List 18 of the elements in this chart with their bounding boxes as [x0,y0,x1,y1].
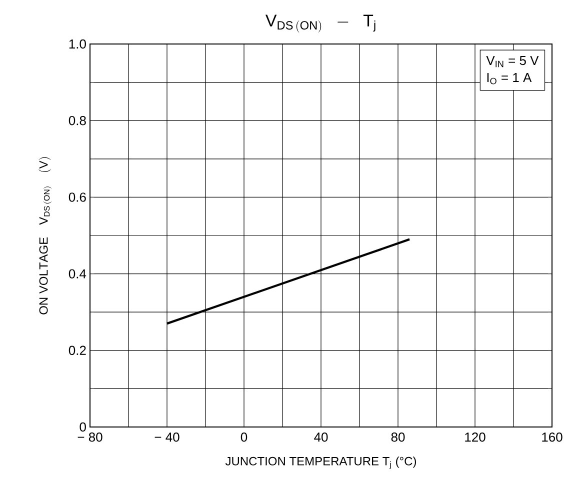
y-tick-label: 0 [80,422,86,432]
y-axis-title: $\mathrm{ON\ VOLTAGE\quad V_{DS\,(ON)}\quad (V)}$ [38,157,52,314]
y-tick-label: 1.0 [69,39,86,49]
annotation: I$_{O}$ = 1 A [487,73,532,84]
x-tick-label: 160 [542,432,562,442]
x-tick-label: 0 [240,432,248,442]
x-tick-label: − 80 [78,432,102,442]
x-tick-label: − 40 [154,432,180,442]
x-axis-title: JUNCTION TEMPERATURE T$_{j}$ (°C) [225,456,416,469]
x-tick-label: 80 [391,432,405,442]
annotation: V$_{IN}$ = 5 V [486,56,539,68]
y-tick-label: 0.8 [68,116,86,126]
x-tick-label: 40 [314,432,328,442]
y-tick-label: 0.2 [68,346,86,355]
chart-title: $\mathrm{V_{DS\,(ON)}\;\;-\;\;T_{j}}$ [265,14,376,32]
x-tick-label: 120 [465,432,486,442]
y-tick-label: 0.6 [68,192,86,202]
y-tick-label: 0.4 [68,269,86,278]
